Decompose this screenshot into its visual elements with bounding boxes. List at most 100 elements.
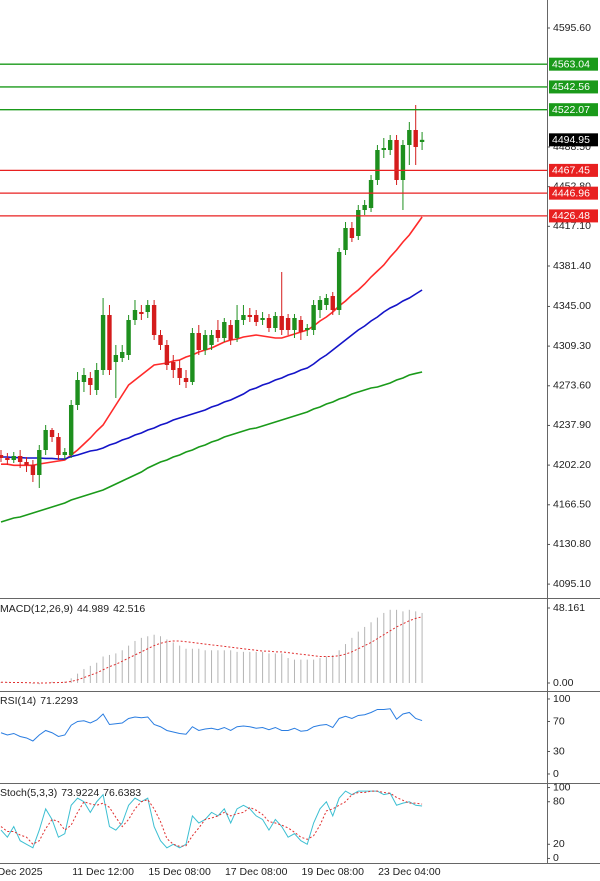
y-tick-label: 100 [553,781,571,793]
candle-body [260,318,265,320]
indicator-label: Stoch(5,3,3) 73.9224 76.6383 [0,787,141,799]
candle-body [400,145,406,180]
candle-body [362,205,367,210]
x-tick-label: 19 Dec 08:00 [302,866,365,878]
candle-body [215,330,221,338]
candle-body [407,130,412,145]
candle-body [171,362,176,370]
candle-body [202,335,208,350]
candle-body [132,310,138,320]
candle-body [11,456,16,460]
series-line [0,790,423,849]
level-label-box [549,163,598,177]
last-price-box [549,133,598,147]
candle-body [419,139,425,142]
y-tick-label: 0.00 [553,677,574,689]
y-tick-label: 0 [553,768,559,780]
candle-body [324,298,329,305]
candle-body [62,452,67,455]
x-tick-label: 15 Dec 08:00 [148,866,211,878]
candle-body [241,315,246,320]
series-line [0,708,423,742]
candle-body [247,315,253,317]
candle-body [113,355,119,362]
candle-body [17,456,23,462]
y-tick-label: 4095.10 [553,578,591,590]
candle-body [285,318,291,330]
y-tick-label: 30 [553,745,565,757]
candle-body [24,462,29,465]
candle-body [120,352,125,358]
indicator-value: 42.516 [113,603,145,615]
indicator-name: RSI(14) [0,695,36,707]
candle-body [107,315,112,370]
x-tick-label: Dec 2025 [0,866,43,878]
candle-body [196,333,201,350]
candle-body [228,325,233,340]
candle-body [151,305,157,335]
candle-body [305,328,310,330]
y-tick-label: 0 [553,852,559,864]
y-tick-label: 4345.00 [553,300,591,312]
level-label-box [549,80,598,94]
indicator-label: MACD(12,26,9) 44.989 42.516 [0,603,145,615]
candle-body [368,180,374,208]
candle-body [37,450,42,475]
indicator-value: 71.2293 [40,695,78,707]
candle-body [183,378,189,382]
y-tick-label: 4273.60 [553,380,591,392]
candle-body [81,375,87,382]
level-label: 4522.07 [552,104,590,116]
y-tick-label: 4237.90 [553,419,591,431]
candle-body [49,430,55,437]
level-label: 4426.48 [552,210,590,222]
x-tick-label: 11 Dec 12:00 [72,866,134,878]
y-tick-label: 4595.60 [553,22,591,34]
candle-body [56,437,61,455]
y-tick-label: 4166.50 [553,499,591,511]
candle-body [279,316,284,330]
candle-body [394,140,399,180]
candle-body [100,315,106,370]
candle-body [209,335,214,345]
candle-body [381,148,386,150]
candle-body [177,368,182,378]
candle-body [298,320,304,332]
indicator-name: MACD(12,26,9) [0,603,73,615]
candle-body [0,455,4,458]
candle-body [5,458,10,460]
y-tick-label: 4417.10 [553,220,591,232]
level-label: 4563.04 [552,58,590,70]
indicator-name: Stoch(5,3,3) [0,787,57,799]
y-tick-label: 48.161 [553,602,585,614]
candle-body [273,316,278,328]
indicator-value: 76.6383 [103,787,141,799]
x-tick-label: 17 Dec 08:00 [225,866,288,878]
x-tick-label: 23 Dec 04:00 [378,866,441,878]
y-tick-label: 80 [553,796,565,808]
candle-body [387,140,393,150]
candle-body [190,333,195,382]
candle-body [266,318,272,328]
level-label-box [549,103,598,117]
candle-body [126,320,131,355]
level-label-box [549,57,598,71]
candle-body [330,296,335,310]
series-line [0,371,423,523]
candle-body [75,380,80,405]
candle-body [234,320,240,338]
level-label-box [549,209,598,223]
level-label-box [549,186,598,200]
candle-body [317,300,323,310]
candle-body [88,378,93,385]
indicator-value: 44.989 [77,603,109,615]
candle-body [139,312,144,314]
level-label: 4446.96 [552,187,590,199]
level-label: 4542.56 [552,81,590,93]
candle-body [30,465,36,475]
indicator-label: RSI(14) 71.2293 [0,695,78,707]
y-tick-label: 4130.80 [553,538,591,550]
